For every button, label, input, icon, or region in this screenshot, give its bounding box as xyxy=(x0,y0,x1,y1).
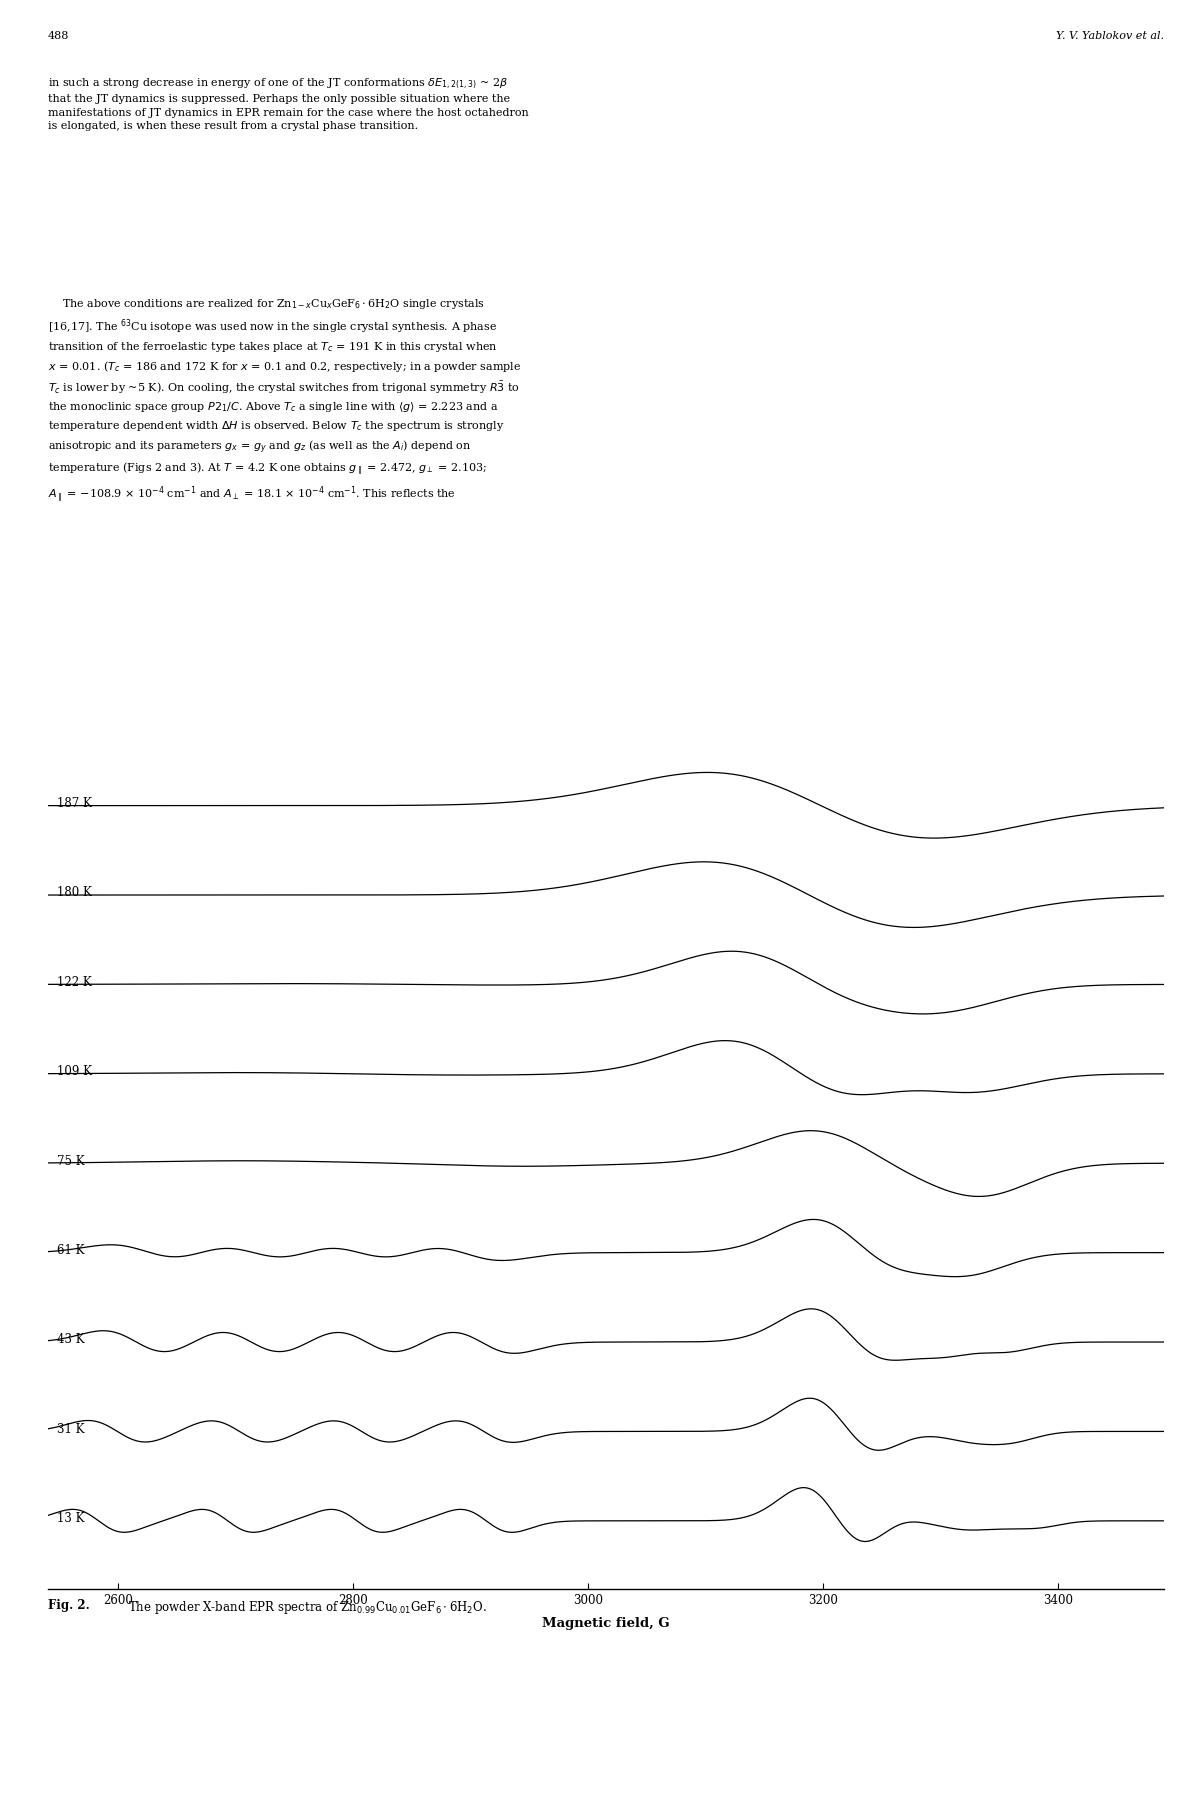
Text: Y. V. Yablokov et al.: Y. V. Yablokov et al. xyxy=(1056,31,1164,41)
Text: Fig. 2.: Fig. 2. xyxy=(48,1598,90,1611)
Text: 180 K: 180 K xyxy=(58,886,92,900)
X-axis label: Magnetic field, G: Magnetic field, G xyxy=(542,1616,670,1629)
Text: 43 K: 43 K xyxy=(58,1334,85,1346)
Text: 61 K: 61 K xyxy=(58,1244,85,1256)
Text: 122 K: 122 K xyxy=(58,976,92,988)
Text: in such a strong decrease in energy of one of the JT conformations $\delta E_{1,: in such a strong decrease in energy of o… xyxy=(48,76,529,131)
Text: 75 K: 75 K xyxy=(58,1154,85,1168)
Text: 13 K: 13 K xyxy=(58,1512,85,1525)
Text: The powder X-band EPR spectra of Zn$_{0.99}$Cu$_{0.01}$GeF$_6\cdot$6H$_2$O.: The powder X-band EPR spectra of Zn$_{0.… xyxy=(128,1598,487,1616)
Text: 488: 488 xyxy=(48,31,70,41)
Text: The above conditions are realized for Zn$_{1-x}$Cu$_x$GeF$_6\cdot$6H$_2$O single: The above conditions are realized for Zn… xyxy=(48,297,521,504)
Text: 31 K: 31 K xyxy=(58,1422,85,1436)
Text: 109 K: 109 K xyxy=(58,1066,92,1078)
Text: 187 K: 187 K xyxy=(58,797,92,810)
